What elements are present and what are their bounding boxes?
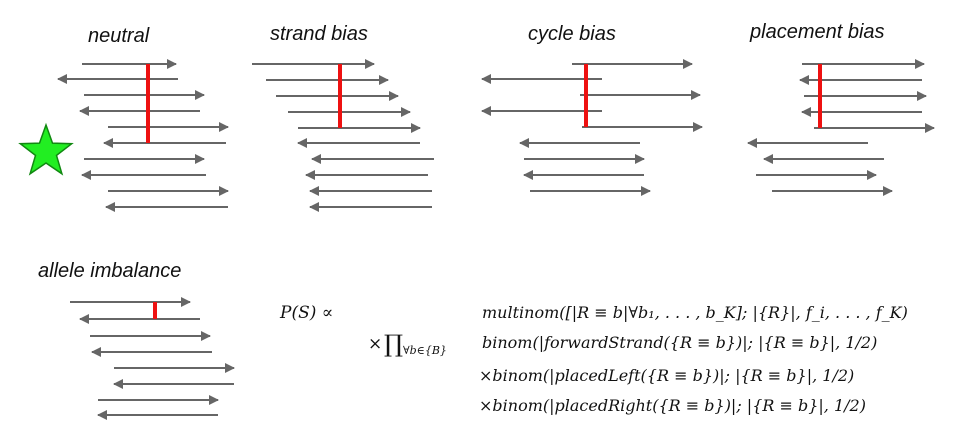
panel-title-neutral: neutral: [88, 25, 150, 47]
panel-title-strand-bias: strand bias: [270, 23, 368, 45]
formula-product-symbol: ∏: [384, 330, 403, 358]
formula-line-1: multinom([|R ≡ b|∀b₁, . . . , b_K]; |{R}…: [482, 303, 908, 322]
panel-title-cycle-bias: cycle bias: [528, 23, 616, 45]
formula-line-4: ×binom(|placedRight({R ≡ b})|; |{R ≡ b}|…: [479, 396, 866, 415]
panel-allele-imbalance: [70, 297, 235, 420]
panel-cycle-bias: [481, 59, 703, 196]
formula-line-2: binom(|forwardStrand({R ≡ b})|; |{R ≡ b}…: [482, 333, 877, 352]
formula-lhs: P(S) ∝: [279, 303, 333, 323]
panel-neutral: [57, 59, 229, 212]
formula: P(S) ∝ × ∏ ∀b∈{B} multinom([|R ≡ b|∀b₁, …: [279, 303, 908, 415]
panel-placement-bias: [747, 59, 935, 196]
formula-product-subscript: ∀b∈{B}: [403, 344, 447, 357]
formula-times: ×: [368, 334, 382, 354]
panel-strand-bias: [252, 59, 434, 212]
panel-title-placement-bias: placement bias: [749, 21, 885, 43]
formula-line-3: ×binom(|placedLeft({R ≡ b})|; |{R ≡ b}|,…: [479, 366, 854, 385]
panel-title-allele-imbalance: allele imbalance: [38, 260, 181, 282]
star-icon: [18, 122, 74, 176]
